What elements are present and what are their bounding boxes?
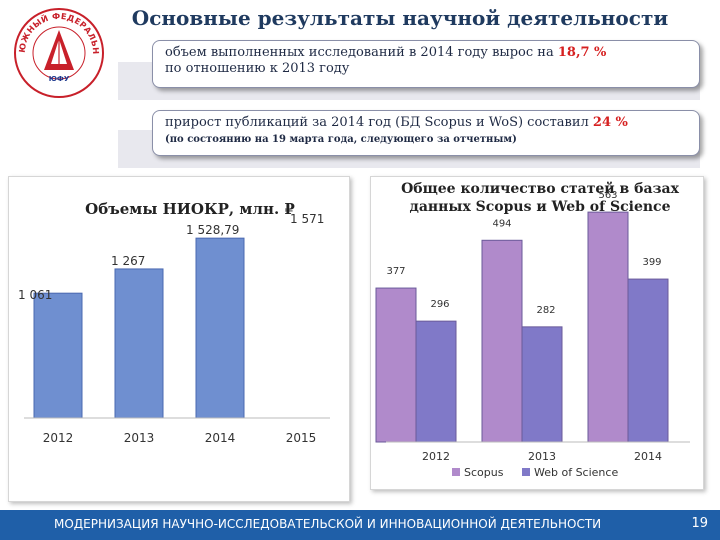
niokr-x-tick-2015: 2015: [286, 431, 317, 445]
articles-value-label-web-of-science-2013: 282: [536, 305, 555, 316]
articles-chart-title: Общее количество статей в базах данных S…: [401, 181, 679, 215]
legend-label-web-of-science: Web of Science: [534, 466, 618, 479]
svg-text:ЮФУ: ЮФУ: [49, 75, 70, 83]
footer-text: МОДЕРНИЗАЦИЯ НАУЧНО-ИССЛЕДОВАТЕЛЬСКОЙ И …: [54, 517, 602, 531]
page-title: Основные результаты научной деятельности: [131, 6, 669, 30]
fact-box-1: объем выполненных исследований в 2014 го…: [152, 40, 700, 88]
niokr-value-label-2014: 1 528,79: [186, 223, 239, 237]
fact-2-note: (по состоянию на 19 марта года, следующе…: [165, 134, 517, 145]
articles-x-tick-2012: 2012: [422, 450, 450, 463]
fact-1-text: объем выполненных исследований в 2014 го…: [165, 45, 554, 60]
fact-2-text: прирост публикаций за 2014 год (БД Scopu…: [165, 115, 589, 130]
articles-bar-scopus-2012: [375, 287, 417, 443]
articles-value-label-scopus-2013: 494: [492, 218, 511, 229]
niokr-bar-chart: 1 061 2012 1 267 2013 1 528,79 2014 1 571 2015: [18, 212, 330, 445]
niokr-x-tick-2012: 2012: [43, 431, 74, 445]
articles-bar-web-of-science-2013: [521, 326, 563, 443]
niokr-value-label-2012: 1 061: [18, 288, 52, 302]
articles-x-tick-2013: 2013: [528, 450, 556, 463]
legend-swatch-web-of-science: [522, 468, 530, 476]
articles-bar-scopus-2014: [587, 211, 629, 443]
fact-box-2: прирост публикаций за 2014 год (БД Scopu…: [152, 110, 700, 156]
articles-value-label-scopus-2014: 563: [598, 190, 617, 201]
niokr-bar-2014: [195, 237, 245, 419]
legend-label-scopus: Scopus: [464, 466, 504, 479]
page-number: 19: [691, 516, 708, 531]
niokr-x-tick-2014: 2014: [205, 431, 236, 445]
niokr-bar-2013: [114, 268, 164, 419]
niokr-value-label-2015: 1 571: [290, 212, 324, 226]
articles-bar-chart: 377 296 2012 494 282 2013 563 399 2014 Scopus Web …: [375, 190, 690, 479]
niokr-x-tick-2013: 2013: [124, 431, 155, 445]
articles-value-label-web-of-science-2012: 296: [430, 299, 449, 310]
fact-1-text2: по отношению к 2013 году: [165, 61, 350, 76]
university-logo: ЮЖНЫЙ ФЕДЕРАЛЬНЫЙ УНИВЕРСИТЕТ ЮФУ: [12, 6, 104, 98]
articles-bar-web-of-science-2012: [415, 320, 457, 443]
articles-bar-scopus-2013: [481, 239, 523, 443]
footer-bar: МОДЕРНИЗАЦИЯ НАУЧНО-ИССЛЕДОВАТЕЛЬСКОЙ И …: [0, 510, 720, 540]
legend-swatch-scopus: [452, 468, 460, 476]
fact-2-value: 24 %: [592, 115, 628, 130]
fact-1-value: 18,7 %: [557, 45, 607, 60]
articles-x-tick-2014: 2014: [634, 450, 662, 463]
niokr-value-label-2013: 1 267: [111, 254, 145, 268]
articles-bar-web-of-science-2014: [627, 278, 669, 443]
articles-value-label-web-of-science-2014: 399: [642, 257, 661, 268]
niokr-chart-title: Объемы НИОКР, млн. ₽: [85, 200, 295, 218]
niokr-bar-2012: [33, 292, 83, 419]
articles-value-label-scopus-2012: 377: [386, 266, 405, 277]
